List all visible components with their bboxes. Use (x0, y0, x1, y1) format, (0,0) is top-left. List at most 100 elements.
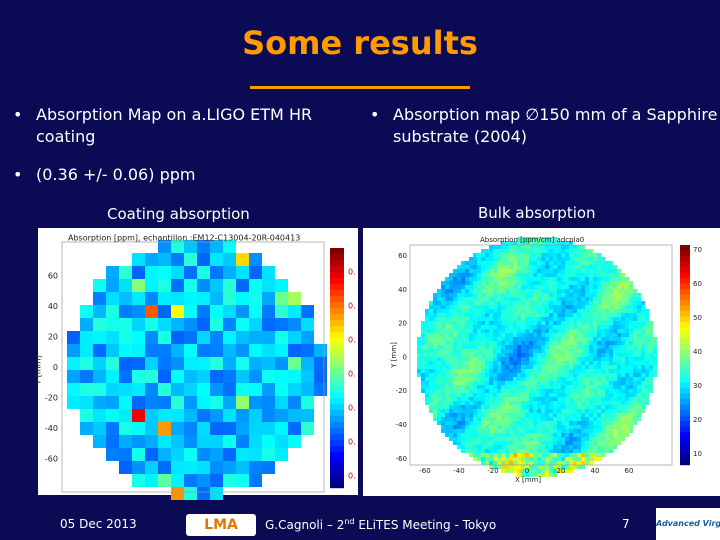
bulk-cell (653, 337, 657, 341)
bulk-cell (625, 377, 629, 381)
bulk-cell (469, 409, 473, 413)
bulk-cell (417, 365, 421, 369)
bulk-cell (489, 445, 493, 449)
bulk-cell (577, 361, 581, 365)
bulk-cell (569, 397, 573, 401)
coating-cell (223, 409, 236, 422)
bulk-cell (517, 433, 521, 437)
bulk-cell (569, 445, 573, 449)
bulk-cell (601, 373, 605, 377)
coating-cell (197, 318, 210, 331)
bulk-cell (637, 333, 641, 337)
bulk-cell (497, 373, 501, 377)
bulk-colorbar (680, 333, 690, 339)
bulk-cell (437, 401, 441, 405)
bulk-cell (641, 333, 645, 337)
bulk-cell (581, 425, 585, 429)
bulk-cell (545, 309, 549, 313)
coating-cell (80, 370, 93, 383)
bulk-cell (541, 357, 545, 361)
bulk-cell (501, 393, 505, 397)
bulk-cell (529, 305, 533, 309)
bulk-cell (577, 297, 581, 301)
bulk-cell (541, 341, 545, 345)
bulk-cell (561, 333, 565, 337)
coating-cell (106, 318, 119, 331)
bulk-cell (617, 293, 621, 297)
bulk-cell (509, 365, 513, 369)
coating-cell (197, 331, 210, 344)
bulk-cell (605, 357, 609, 361)
bulk-cell (437, 341, 441, 345)
bulk-cell (577, 309, 581, 313)
bulk-cell (609, 449, 613, 453)
bulk-cell (625, 301, 629, 305)
bulk-cell (497, 381, 501, 385)
bulk-cell (513, 345, 517, 349)
bulk-cell (621, 393, 625, 397)
bulk-cell (477, 345, 481, 349)
bulk-cell (529, 309, 533, 313)
coating-ytick: 40 (48, 302, 58, 311)
bulk-cell (481, 405, 485, 409)
bulk-cell (589, 273, 593, 277)
coating-cell (184, 331, 197, 344)
bulk-cell (437, 413, 441, 417)
bulk-cell (449, 301, 453, 305)
bulk-cell (613, 413, 617, 417)
coating-cell (184, 279, 197, 292)
bulk-cell (621, 293, 625, 297)
bulk-cell (625, 401, 629, 405)
bulk-cell (585, 265, 589, 269)
bulk-cell (533, 289, 537, 293)
bulk-cell (573, 409, 577, 413)
bulk-cell (541, 241, 545, 245)
bulk-cell (633, 349, 637, 353)
bulk-cell (441, 425, 445, 429)
bulk-cell (481, 297, 485, 301)
bulk-cell (553, 345, 557, 349)
bulk-cell (549, 385, 553, 389)
bulk-cell (441, 357, 445, 361)
coating-colorbar-label: 0. (348, 336, 356, 345)
bulk-cell (589, 357, 593, 361)
bulk-cell (489, 313, 493, 317)
bulk-cell (477, 457, 481, 461)
bulk-cell (537, 285, 541, 289)
bulk-cell (529, 249, 533, 253)
bulk-cell (489, 265, 493, 269)
bulk-cell (573, 433, 577, 437)
bulk-cell (469, 341, 473, 345)
coating-cell (275, 305, 288, 318)
bulk-cell (569, 245, 573, 249)
bulk-cell (617, 433, 621, 437)
bulk-cell (461, 313, 465, 317)
bulk-cell (521, 277, 525, 281)
coating-cell (93, 357, 106, 370)
bulk-cell (517, 345, 521, 349)
bulk-cell (581, 345, 585, 349)
coating-cell (145, 266, 158, 279)
bulk-cell (493, 461, 497, 465)
bulk-cell (433, 317, 437, 321)
bulk-cell (433, 409, 437, 413)
bulk-cell (597, 345, 601, 349)
bulk-cell (593, 253, 597, 257)
bulk-cell (545, 381, 549, 385)
bulk-cell (481, 393, 485, 397)
bulk-cell (617, 365, 621, 369)
bulk-cell (465, 397, 469, 401)
bulk-cell (445, 377, 449, 381)
coating-cell (132, 292, 145, 305)
bulk-cell (569, 461, 573, 465)
bulk-cell (525, 321, 529, 325)
bulk-cell (561, 265, 565, 269)
bulk-cell (561, 453, 565, 457)
bulk-cell (437, 309, 441, 313)
bulk-cell (549, 293, 553, 297)
bulk-cell (545, 389, 549, 393)
bulk-cell (465, 401, 469, 405)
bulk-cell (593, 401, 597, 405)
bulk-cell (449, 349, 453, 353)
bulk-cell (501, 277, 505, 281)
